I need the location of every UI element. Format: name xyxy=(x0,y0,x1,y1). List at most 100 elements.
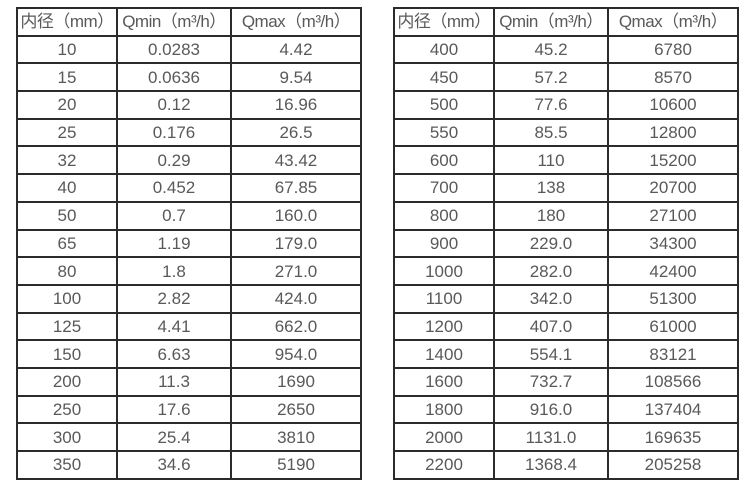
table-row: 200 11.3 1690 xyxy=(16,366,362,397)
table-cell: 1.8 xyxy=(116,256,232,286)
column-header-qmax: Qmax（m³/h） xyxy=(230,7,362,37)
table-cell: 0.176 xyxy=(116,117,232,148)
table-cell: 200 xyxy=(16,366,118,397)
table-cell: 0.0636 xyxy=(116,62,232,93)
table-cell: 3810 xyxy=(230,422,362,452)
table-cell: 20700 xyxy=(607,173,739,203)
table-cell: 20 xyxy=(16,90,118,120)
table-cell: 34.6 xyxy=(116,450,232,480)
table-row: 2200 1368.4 205258 xyxy=(393,450,739,480)
table-cell: 150 xyxy=(16,339,118,369)
table-row: 100 2.82 424.0 xyxy=(16,283,362,314)
table-row: 1100 342.0 51300 xyxy=(393,283,739,314)
table-cell: 0.7 xyxy=(116,200,232,231)
table-cell: 954.0 xyxy=(230,339,362,369)
table-cell: 4.41 xyxy=(116,311,232,342)
table-cell: 5190 xyxy=(230,450,362,480)
table-cell: 57.2 xyxy=(493,62,609,93)
table-cell: 40 xyxy=(16,173,118,203)
table-cell: 26.5 xyxy=(230,117,362,148)
table-row: 900 229.0 34300 xyxy=(393,228,739,259)
table-cell: 1400 xyxy=(393,339,495,369)
table-cell: 1.19 xyxy=(116,228,232,259)
table-cell: 25 xyxy=(16,117,118,148)
table-cell: 282.0 xyxy=(493,256,609,286)
table-cell: 600 xyxy=(393,145,495,176)
table-cell: 500 xyxy=(393,90,495,120)
table-cell: 1000 xyxy=(393,256,495,286)
table-row: 700 138 20700 xyxy=(393,173,739,203)
table-cell: 6.63 xyxy=(116,339,232,369)
column-header-qmin: Qmin（m³/h） xyxy=(493,7,609,37)
table-cell: 125 xyxy=(16,311,118,342)
table-cell: 137404 xyxy=(607,394,739,425)
table-row: 1200 407.0 61000 xyxy=(393,311,739,342)
table-cell: 700 xyxy=(393,173,495,203)
table-cell: 6780 xyxy=(607,34,739,65)
table-row: 80 1.8 271.0 xyxy=(16,256,362,286)
table-cell: 17.6 xyxy=(116,394,232,425)
table-cell: 65 xyxy=(16,228,118,259)
table-cell: 61000 xyxy=(607,311,739,342)
table-row: 150 6.63 954.0 xyxy=(16,339,362,369)
table-cell: 83121 xyxy=(607,339,739,369)
table-cell: 77.6 xyxy=(493,90,609,120)
column-header-qmax: Qmax（m³/h） xyxy=(607,7,739,37)
table-cell: 0.0283 xyxy=(116,34,232,65)
table-cell: 110 xyxy=(493,145,609,176)
table-cell: 10 xyxy=(16,34,118,65)
table-cell: 550 xyxy=(393,117,495,148)
table-cell: 1100 xyxy=(393,283,495,314)
table-header-row: 内径（mm） Qmin（m³/h） Qmax（m³/h） xyxy=(16,7,362,37)
table-cell: 662.0 xyxy=(230,311,362,342)
table-row: 2000 1131.0 169635 xyxy=(393,422,739,452)
table-row: 450 57.2 8570 xyxy=(393,62,739,93)
table-cell: 1800 xyxy=(393,394,495,425)
table-cell: 138 xyxy=(493,173,609,203)
table-cell: 229.0 xyxy=(493,228,609,259)
table-row: 1600 732.7 108566 xyxy=(393,366,739,397)
table-row: 800 180 27100 xyxy=(393,200,739,231)
column-header-diameter: 内径（mm） xyxy=(393,7,495,37)
table-row: 1400 554.1 83121 xyxy=(393,339,739,369)
table-cell: 916.0 xyxy=(493,394,609,425)
flow-range-table-small-diameters: 内径（mm） Qmin（m³/h） Qmax（m³/h） 10 0.0283 4.4… xyxy=(16,7,362,480)
table-cell: 43.42 xyxy=(230,145,362,176)
table-cell: 50 xyxy=(16,200,118,231)
table-cell: 0.452 xyxy=(116,173,232,203)
table-cell: 180 xyxy=(493,200,609,231)
table-row: 1800 916.0 137404 xyxy=(393,394,739,425)
table-cell: 8570 xyxy=(607,62,739,93)
flow-range-table-large-diameters: 内径（mm） Qmin（m³/h） Qmax（m³/h） 400 45.2 6780… xyxy=(393,7,739,480)
table-cell: 250 xyxy=(16,394,118,425)
table-cell: 0.12 xyxy=(116,90,232,120)
table-cell: 732.7 xyxy=(493,366,609,397)
table-cell: 42400 xyxy=(607,256,739,286)
table-cell: 32 xyxy=(16,145,118,176)
table-cell: 34300 xyxy=(607,228,739,259)
table-cell: 100 xyxy=(16,283,118,314)
table-cell: 1368.4 xyxy=(493,450,609,480)
table-cell: 450 xyxy=(393,62,495,93)
table-cell: 108566 xyxy=(607,366,739,397)
table-header-row: 内径（mm） Qmin（m³/h） Qmax（m³/h） xyxy=(393,7,739,37)
table-cell: 554.1 xyxy=(493,339,609,369)
table-row: 65 1.19 179.0 xyxy=(16,228,362,259)
table-row: 250 17.6 2650 xyxy=(16,394,362,425)
table-cell: 0.29 xyxy=(116,145,232,176)
table-cell: 179.0 xyxy=(230,228,362,259)
column-header-qmin: Qmin（m³/h） xyxy=(116,7,232,37)
table-cell: 1690 xyxy=(230,366,362,397)
table-cell: 9.54 xyxy=(230,62,362,93)
table-row: 125 4.41 662.0 xyxy=(16,311,362,342)
table-row: 300 25.4 3810 xyxy=(16,422,362,452)
table-cell: 15 xyxy=(16,62,118,93)
table-cell: 342.0 xyxy=(493,283,609,314)
table-cell: 271.0 xyxy=(230,256,362,286)
table-row: 600 110 15200 xyxy=(393,145,739,176)
table-row: 500 77.6 10600 xyxy=(393,90,739,120)
table-cell: 51300 xyxy=(607,283,739,314)
table-cell: 900 xyxy=(393,228,495,259)
table-cell: 169635 xyxy=(607,422,739,452)
